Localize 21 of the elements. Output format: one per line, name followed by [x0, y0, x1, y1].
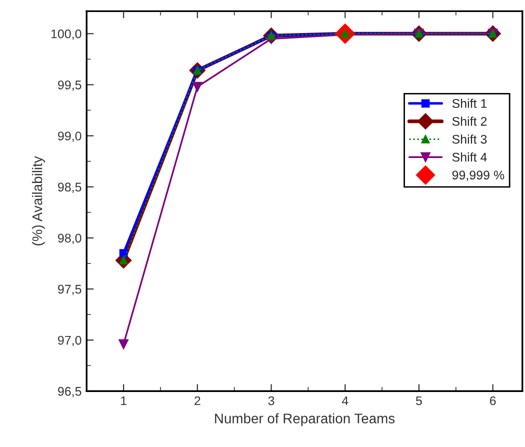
legend-label: Shift 2	[452, 116, 487, 126]
x-tick-label: 4	[342, 396, 348, 406]
y-tick-label: 99,5	[58, 80, 82, 91]
y-tick-label: 97,0	[58, 336, 82, 346]
y-tick-label: 98,5	[58, 182, 82, 193]
x-axis-title: Number of Reparation Teams	[215, 413, 395, 426]
y-axis-title: (%) Availability	[32, 156, 45, 246]
legend-label: Shift 3	[452, 134, 487, 144]
x-tick-label: 1	[121, 396, 126, 406]
y-tick-label: 98,0	[58, 234, 82, 244]
y-tick-label: 99,0	[58, 132, 82, 142]
x-tick-label: 2	[194, 396, 200, 406]
legend-label: Shift 4	[452, 152, 487, 162]
x-tick-label: 5	[416, 396, 422, 406]
legend-label: 99,999 %	[452, 170, 504, 181]
y-tick-label: 97,5	[58, 284, 82, 296]
y-tick-label: 100,0	[51, 29, 82, 40]
x-tick-label: 6	[490, 396, 496, 406]
legend-label: Shift 1	[452, 98, 487, 108]
y-tick-label: 96,5	[58, 386, 82, 398]
x-tick-label: 3	[268, 396, 274, 406]
